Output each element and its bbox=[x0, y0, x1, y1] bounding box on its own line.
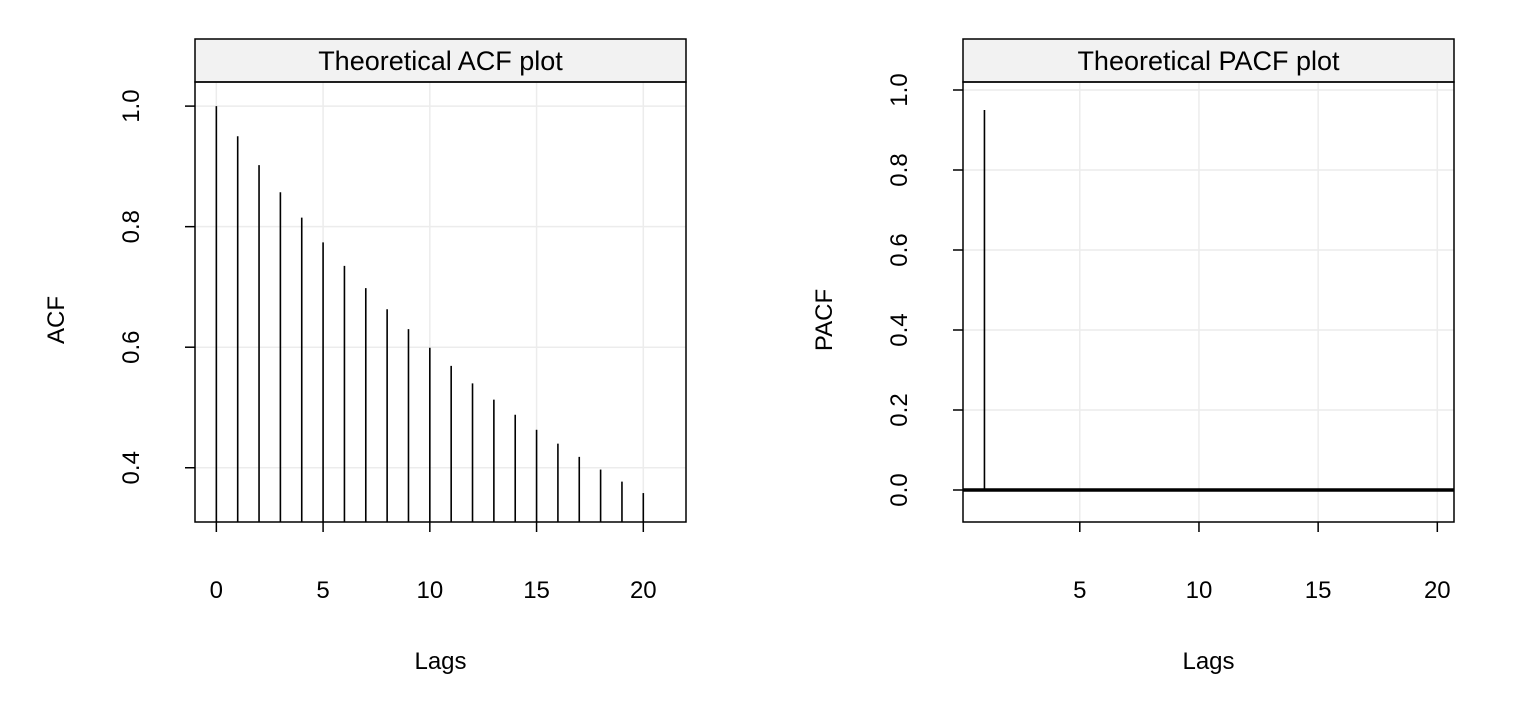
acf-chart-title: Theoretical ACF plot bbox=[318, 46, 563, 76]
pacf-y-tick-label: 0.8 bbox=[886, 153, 913, 186]
acf-x-tick-label: 0 bbox=[210, 577, 223, 604]
acf-title-strip bbox=[194, 38, 687, 83]
pacf-y-tick-label: 0.0 bbox=[886, 473, 913, 506]
acf-y-tick-label: 0.6 bbox=[118, 331, 145, 364]
pacf-x-tick-label: 5 bbox=[1073, 577, 1086, 604]
acf-plot-frame bbox=[194, 81, 687, 523]
acf-y-tick-label: 0.8 bbox=[118, 210, 145, 243]
pacf-y-tick-label: 0.6 bbox=[886, 233, 913, 266]
pacf-x-tick-label: 10 bbox=[1186, 577, 1213, 604]
pacf-x-tick-label: 20 bbox=[1424, 577, 1451, 604]
pacf-y-tick-label: 1.0 bbox=[886, 73, 913, 106]
pacf-x-axis-title: Lags bbox=[1182, 648, 1234, 675]
pacf-chart-title: Theoretical PACF plot bbox=[1077, 46, 1340, 76]
acf-x-axis-title: Lags bbox=[414, 648, 466, 675]
acf-x-tick-label: 10 bbox=[416, 577, 443, 604]
acf-x-tick-label: 5 bbox=[316, 577, 329, 604]
acf-y-axis-title: ACF bbox=[43, 296, 70, 344]
pacf-plot-frame bbox=[962, 81, 1455, 523]
pacf-panel: Theoretical PACF plot 5 10 15 20 0.0 0.2 0.4 0.6… bbox=[811, 38, 1455, 675]
acf-panel: Theoretical ACF plot 0 5 10 15 20 0.4 0.6 0.8 1.0… bbox=[43, 38, 687, 675]
acf-x-tick-label: 15 bbox=[523, 577, 550, 604]
pacf-y-tick-label: 0.2 bbox=[886, 393, 913, 426]
pacf-y-tick-label: 0.4 bbox=[886, 313, 913, 346]
acf-y-tick-label: 1.0 bbox=[118, 89, 145, 122]
acf-x-tick-label: 20 bbox=[630, 577, 657, 604]
pacf-x-tick-label: 15 bbox=[1305, 577, 1332, 604]
pacf-y-axis-title: PACF bbox=[811, 289, 838, 351]
acf-y-tick-label: 0.4 bbox=[118, 451, 145, 484]
